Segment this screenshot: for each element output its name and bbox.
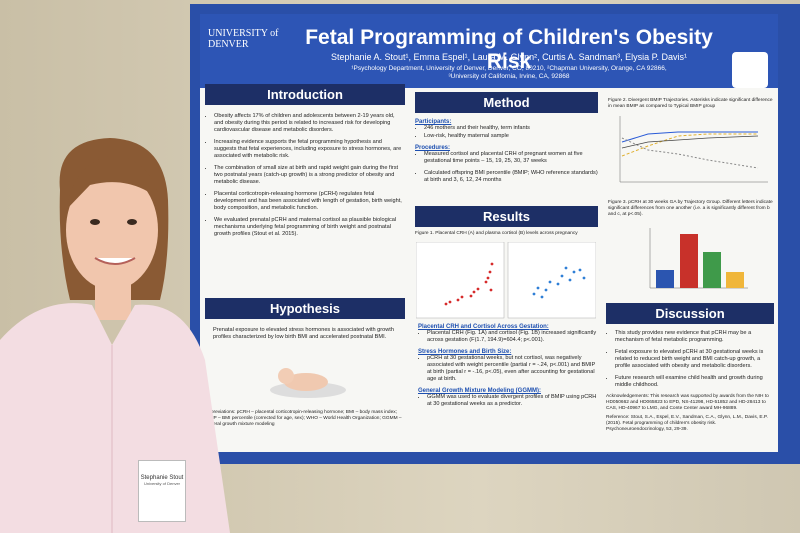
bullet: Increasing evidence supports the fetal p… <box>214 139 405 160</box>
bullet: Fetal exposure to elevated pCRH at 30 ge… <box>615 349 774 370</box>
section-heading: Discussion <box>606 303 774 324</box>
discussion: Discussion This study provides new evide… <box>606 303 774 433</box>
section-heading: Results <box>415 206 598 227</box>
label: Stress Hormones and Birth Size: <box>418 349 512 355</box>
bullet-list: This study provides new evidence that pC… <box>606 330 774 389</box>
figure-caption: Figure 2. Divergent BMIP Trajectories. A… <box>608 98 773 109</box>
hypothesis-text: Prenatal exposure to elevated stress hor… <box>213 327 394 340</box>
bullet: Future research will examine child healt… <box>615 375 774 389</box>
bullet: Calculated offspring BMI percentile (BMI… <box>424 170 598 184</box>
reference: Reference: Stout, S.A., Espel, E.V., San… <box>606 415 768 432</box>
logo: UNIVERSITY of DENVER <box>208 28 279 50</box>
figure-1 <box>416 242 596 319</box>
bullet-list: pCRH at 30 gestational weeks, but not co… <box>418 355 598 383</box>
results: Results Figure 1. Placental CRH (A) and … <box>415 206 598 237</box>
bullet: Placental corticotropin-releasing hormon… <box>214 191 405 212</box>
acknowledgements: Acknowledgements: This research was supp… <box>606 394 769 411</box>
bullet: pCRH at 30 gestational weeks, but not co… <box>427 355 598 383</box>
person <box>0 138 230 533</box>
affiliation: ³University of California, Irvine, CA, 9… <box>448 73 570 80</box>
bullet-list: 246 mothers and their healthy, term infa… <box>415 125 598 140</box>
bullet: This study provides new evidence that pC… <box>615 330 774 344</box>
section-heading: Method <box>415 92 598 113</box>
figure-caption: Figure 3. pCRH at 30 weeks GA by Traject… <box>608 200 773 217</box>
bullet-list: GGMM was used to evaluate divergent prof… <box>418 394 598 408</box>
bullet: GGMM was used to evaluate divergent prof… <box>427 394 598 408</box>
label: Procedures: <box>415 145 451 151</box>
bullet: We evaluated prenatal pCRH and maternal … <box>214 217 405 238</box>
bullet: The combination of small size at birth a… <box>214 165 405 186</box>
bullet: Obesity affects 17% of children and adol… <box>214 113 405 134</box>
bullet: 246 mothers and their healthy, term infa… <box>424 125 598 132</box>
bullet: Placental CRH (Fig. 1A) and cortisol (Fi… <box>427 330 598 344</box>
badge-org: University of Denver <box>143 481 180 486</box>
hypothesis: Hypothesis Prenatal exposure to elevated… <box>205 298 405 341</box>
bullet-list: Obesity affects 17% of children and adol… <box>205 113 405 238</box>
authors: Stephanie A. Stout¹, Emma Espel¹, Laura … <box>331 52 687 62</box>
label: General Growth Mixture Modeling (GGMM): <box>418 388 541 394</box>
badge-name: Stephanie Stout <box>140 475 184 481</box>
affiliation: ¹Psychology Department, University of De… <box>351 65 667 72</box>
method: Method Participants: 246 mothers and the… <box>415 92 598 189</box>
baby-image <box>270 368 346 398</box>
bullet: Measured cortisol and placental CRH of p… <box>424 151 598 165</box>
figure-3 <box>649 228 748 289</box>
bullet: Low-risk, healthy maternal sample <box>424 133 598 140</box>
figure-2 <box>619 116 768 183</box>
section-heading: Hypothesis <box>205 298 405 319</box>
label: Placental CRH and Cortisol Across Gestat… <box>418 324 549 330</box>
poster-header: Fetal Programming of Children's Obesity … <box>200 14 778 88</box>
abbreviations: Abbreviations: pCRH – placental corticot… <box>205 410 402 427</box>
results-text: Placental CRH and Cortisol Across Gestat… <box>418 324 598 413</box>
introduction: Introduction Obesity affects 17% of chil… <box>205 84 405 243</box>
label: Participants: <box>415 119 452 125</box>
name-badge: Stephanie Stout University of Denver <box>138 460 186 522</box>
bullet-list: Measured cortisol and placental CRH of p… <box>415 151 598 184</box>
figure-caption: Figure 1. Placental CRH (A) and plasma c… <box>415 231 578 236</box>
bullet-list: Placental CRH (Fig. 1A) and cortisol (Fi… <box>418 330 598 344</box>
section-heading: Introduction <box>205 84 405 105</box>
poster-title: Fetal Programming of Children's Obesity … <box>305 26 713 73</box>
seal <box>732 52 768 88</box>
